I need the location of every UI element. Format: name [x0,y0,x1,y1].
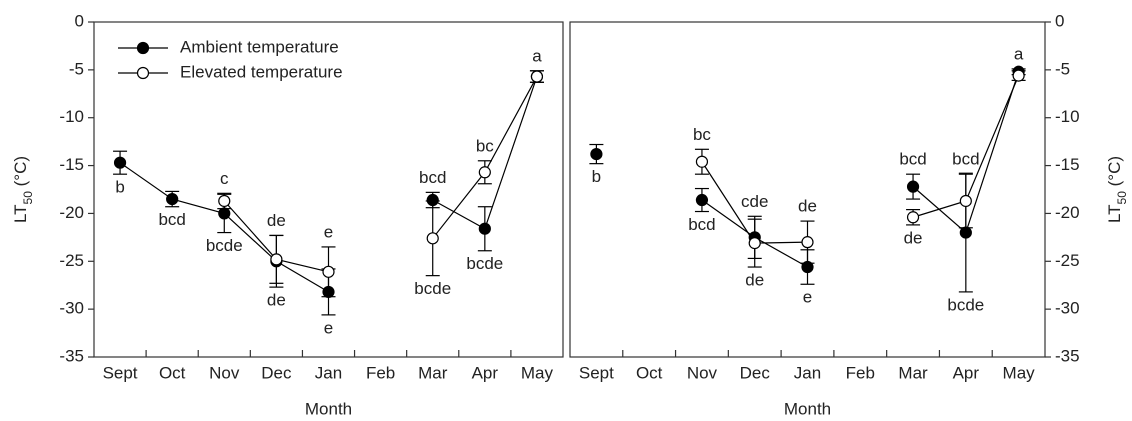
x-tick-label: Mar [898,363,928,382]
marker [426,232,439,245]
significance-label: de [904,228,923,247]
plot-frame [93,21,564,358]
y-tick-label: 0 [1055,11,1064,30]
marker [906,180,920,193]
significance-label: bcd [419,168,446,187]
x-tick-label: Nov [687,363,718,382]
significance-label: e [803,288,812,307]
significance-label: bcd [952,150,979,169]
significance-label: de [267,291,286,310]
y-tick-label: -10 [59,107,84,126]
marker [166,192,179,206]
x-tick-label: Mar [418,363,448,382]
y-tick-label: -35 [1055,346,1080,365]
legend-label: Elevated temperature [180,62,343,81]
marker [478,166,491,179]
x-tick-label: Feb [366,363,395,382]
significance-label: a [532,46,542,65]
y-axis-title-part: 50 [21,191,35,205]
y-tick-label: -30 [59,299,84,318]
significance-label: b [115,178,124,197]
significance-label: c [220,169,229,188]
significance-label: bcde [206,236,243,255]
marker [322,265,335,278]
y-tick-label: 0 [75,11,84,30]
y-tick-label: -5 [69,59,84,78]
marker [695,155,709,168]
significance-label: e [324,318,333,337]
marker [748,237,761,250]
significance-label: de [745,271,764,290]
y-tick-label: -35 [59,346,84,365]
plot-frame [569,21,1046,358]
significance-label: bcde [947,295,984,314]
marker [1012,69,1025,82]
y-axis-title: LT50 (°C) [11,156,35,223]
marker [959,194,972,208]
legend-marker [136,41,150,55]
significance-label: cde [741,192,768,211]
y-tick-label: -5 [1055,59,1070,78]
legend-label: Ambient temperature [180,37,339,56]
x-tick-label: Feb [846,363,875,382]
y-axis-title: LT50 (°C) [1105,156,1129,223]
x-tick-label: Apr [953,363,980,382]
marker [270,253,283,266]
x-tick-label: Jan [794,363,821,382]
significance-label: e [324,222,333,241]
y-axis-title-part: (°C) [11,156,30,191]
x-tick-label: Apr [472,363,499,382]
significance-label: bcde [466,254,503,273]
significance-label: bcde [414,279,451,298]
x-tick-label: Sept [579,363,614,382]
significance-label: bcd [899,150,926,169]
marker [695,193,709,207]
legend-marker [136,66,150,80]
significance-label: bc [693,125,711,144]
x-axis-title: Month [305,399,352,418]
significance-label: de [798,197,817,216]
y-axis-title-part: LT [11,204,30,223]
y-axis-title-part: (°C) [1105,156,1124,191]
significance-label: bcd [158,210,185,229]
marker [590,147,603,161]
x-tick-label: Dec [261,363,292,382]
significance-label: b [592,167,601,186]
significance-label: bc [476,136,494,155]
x-tick-label: Oct [636,363,663,382]
x-tick-label: Oct [159,363,186,382]
marker [906,211,920,224]
y-tick-label: -20 [59,203,84,222]
y-tick-label: -15 [59,155,84,174]
marker [530,70,544,83]
y-axis-title-part: 50 [1115,191,1129,205]
x-axis-title: Month [784,399,831,418]
significance-label: bcd [688,215,715,234]
panel: 0 -5 -10 -15 -20 -25 -30 -35 Sept Oct Nov Dec Jan Feb… [11,11,564,418]
marker [478,222,491,235]
marker [218,207,231,220]
y-tick-label: -25 [1055,251,1080,270]
y-tick-label: -25 [59,251,84,270]
significance-label: a [1014,44,1024,63]
marker [113,156,127,169]
x-tick-label: Jan [315,363,342,382]
x-tick-label: Nov [209,363,240,382]
y-tick-label: -20 [1055,203,1080,222]
significance-label: de [267,211,286,230]
y-tick-label: -30 [1055,299,1080,318]
y-axis-title-part: LT [1105,204,1124,223]
y-tick-label: -10 [1055,107,1080,126]
x-tick-label: May [1003,363,1036,382]
panel: 0 -5 -10 -15 -20 -25 -30 -35 Sept Oct Nov Dec Jan Feb… [569,11,1129,418]
x-tick-label: Dec [740,363,771,382]
marker [801,236,814,249]
y-tick-label: -15 [1055,155,1080,174]
marker [959,226,972,239]
x-tick-label: May [521,363,554,382]
marker [218,194,231,208]
x-tick-label: Sept [103,363,138,382]
